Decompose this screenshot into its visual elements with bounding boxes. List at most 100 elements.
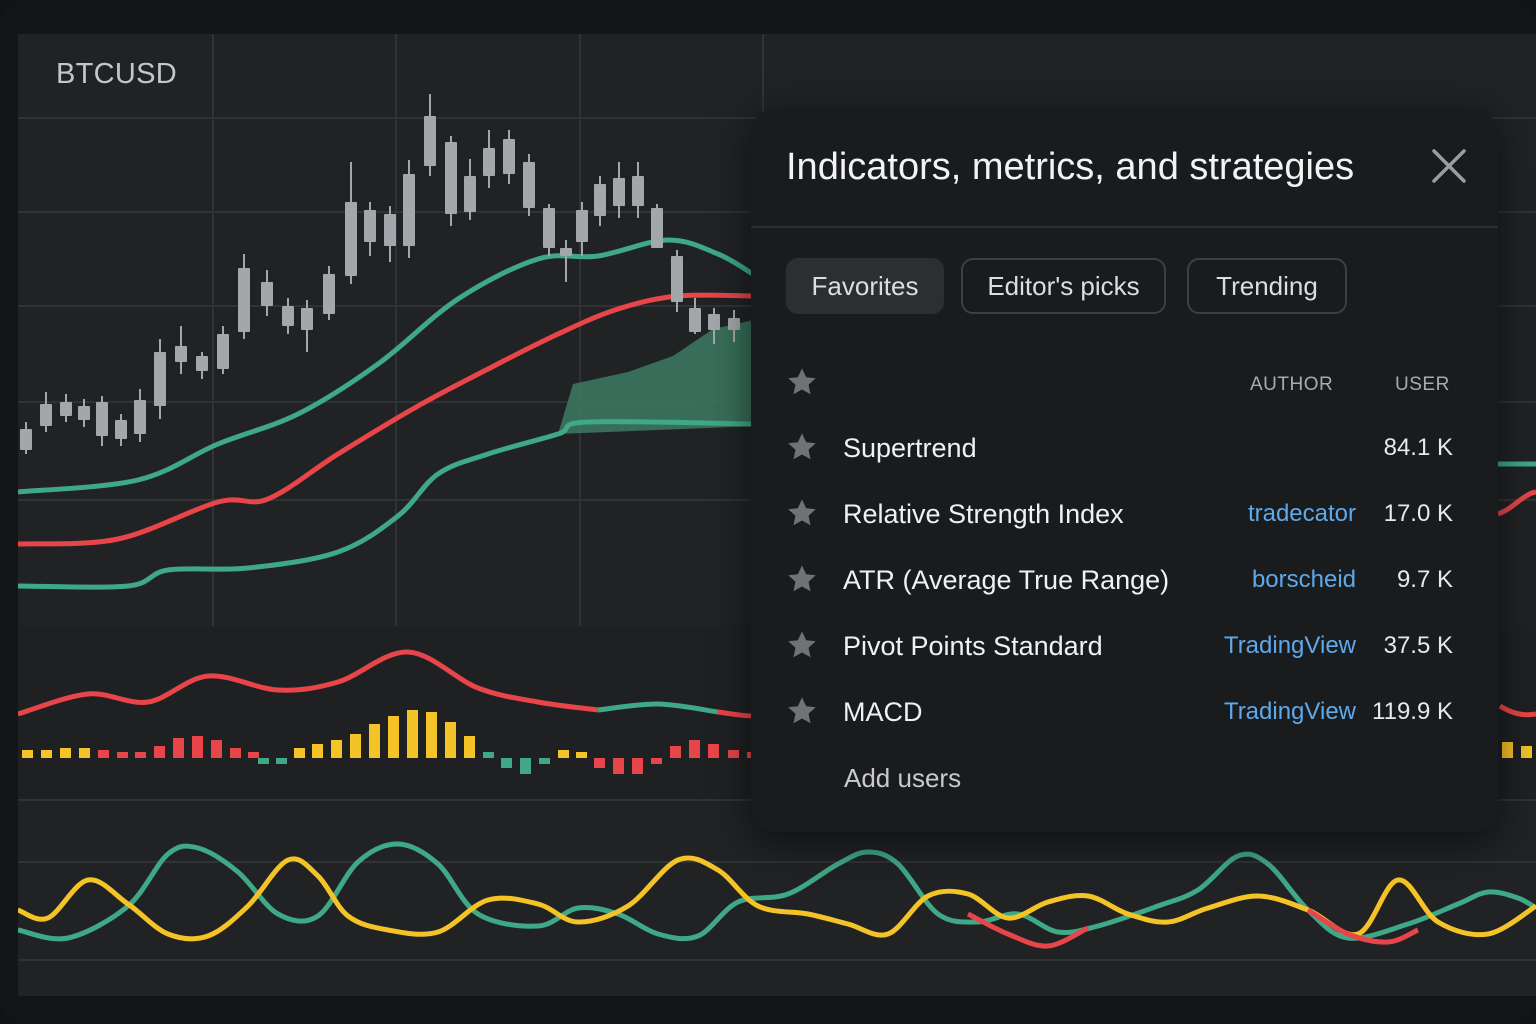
candle-body bbox=[483, 148, 495, 176]
star-icon[interactable] bbox=[786, 366, 818, 398]
indicator-name: Supertrend bbox=[843, 433, 977, 463]
macd-histogram-bar bbox=[388, 716, 399, 758]
star-icon[interactable] bbox=[786, 695, 818, 727]
candlesticks bbox=[20, 94, 740, 454]
macd-histogram-bar bbox=[426, 712, 437, 758]
macd-histogram-bar bbox=[539, 758, 550, 764]
macd-histogram-bar bbox=[689, 740, 700, 758]
close-button[interactable] bbox=[1427, 144, 1471, 188]
candle-body bbox=[708, 314, 720, 330]
macd-histogram-bar bbox=[230, 748, 241, 758]
candle-body bbox=[671, 256, 683, 302]
macd-histogram-bar bbox=[41, 750, 52, 758]
indicator-row-supertrend[interactable]: Supertrend 84.1 K bbox=[751, 419, 1498, 479]
macd-histogram-bar bbox=[312, 744, 323, 758]
macd-signal-line-red bbox=[717, 709, 754, 719]
candle-body bbox=[60, 402, 72, 416]
indicator-name: Relative Strength Index bbox=[843, 499, 1124, 529]
candle-body bbox=[134, 400, 146, 434]
indicator-row-atr[interactable]: ATR (Average True Range) borscheid 9.7 K bbox=[751, 551, 1498, 611]
tab-favorites[interactable]: Favorites bbox=[786, 258, 944, 314]
divider bbox=[751, 226, 1498, 228]
indicator-users: 37.5 K bbox=[1383, 632, 1453, 659]
candle-body bbox=[78, 406, 90, 420]
macd-histogram-bar bbox=[670, 746, 681, 758]
macd-histogram-bar bbox=[520, 758, 531, 774]
candle-body bbox=[594, 184, 606, 216]
add-users-link[interactable]: Add users bbox=[844, 763, 962, 793]
indicator-users: 9.7 K bbox=[1396, 566, 1453, 593]
candle-body bbox=[543, 208, 555, 248]
tab-editors-picks[interactable]: Editor's picks bbox=[961, 258, 1166, 314]
star-icon[interactable] bbox=[786, 431, 818, 463]
macd-histogram-bar bbox=[350, 734, 361, 758]
indicator-row-macd[interactable]: MACD TradingView 119.9 K bbox=[751, 683, 1498, 743]
candle-body bbox=[196, 356, 208, 371]
candle-body bbox=[261, 282, 273, 306]
moving-average-lines bbox=[18, 237, 1536, 590]
macd-histogram-bar bbox=[558, 750, 569, 758]
macd-histogram-bar bbox=[728, 750, 739, 758]
oscillator-line-green bbox=[18, 841, 1536, 942]
column-header-author: AUTHOR bbox=[1250, 374, 1334, 395]
candle-body bbox=[282, 306, 294, 326]
oscillator-line-red bbox=[1306, 907, 1420, 945]
indicator-users: 84.1 K bbox=[1383, 434, 1453, 461]
oscillator-line-red bbox=[966, 911, 1090, 949]
upper-band-line bbox=[18, 237, 755, 495]
macd-histogram-bar bbox=[248, 752, 259, 758]
tab-trending[interactable]: Trending bbox=[1187, 258, 1347, 314]
candle-body bbox=[115, 420, 127, 439]
indicator-row-rsi[interactable]: Relative Strength Index tradecator 17.0 … bbox=[751, 485, 1498, 545]
star-icon[interactable] bbox=[786, 497, 818, 529]
macd-histogram-bar bbox=[331, 740, 342, 758]
macd-histogram-bar bbox=[613, 758, 624, 774]
indicators-dialog: Indicators, metrics, and strategies Favo… bbox=[751, 108, 1498, 832]
candle-body bbox=[464, 176, 476, 212]
macd-histogram-bar bbox=[464, 736, 475, 758]
macd-histogram-bar bbox=[135, 752, 146, 758]
macd-histogram-bar bbox=[173, 738, 184, 758]
macd-histogram-bar bbox=[369, 724, 380, 758]
dialog-title: Indicators, metrics, and strategies bbox=[786, 146, 1355, 188]
candle-body bbox=[175, 346, 187, 362]
candle-body bbox=[632, 176, 644, 206]
middle-band-line bbox=[18, 292, 754, 547]
macd-histogram-bar bbox=[632, 758, 643, 774]
symbol-label: BTCUSD bbox=[56, 58, 178, 90]
candle-body bbox=[384, 214, 396, 246]
macd-pane bbox=[18, 649, 1536, 774]
macd-histogram-bar bbox=[501, 758, 512, 768]
indicator-author[interactable]: borscheid bbox=[1251, 566, 1356, 593]
macd-histogram-bar bbox=[1521, 746, 1532, 758]
indicator-row-pivot-points[interactable]: Pivot Points Standard TradingView 37.5 K bbox=[751, 617, 1498, 677]
candle-body bbox=[523, 162, 535, 208]
star-icon[interactable] bbox=[786, 629, 818, 661]
column-header-user: USER bbox=[1395, 374, 1450, 395]
indicator-author[interactable]: tradecator bbox=[1247, 500, 1356, 527]
macd-histogram-bar bbox=[276, 758, 287, 764]
indicator-author[interactable]: TradingView bbox=[1223, 698, 1356, 725]
candle-body bbox=[613, 178, 625, 206]
star-icon[interactable] bbox=[786, 563, 818, 595]
candle-body bbox=[238, 268, 250, 332]
macd-histogram-bar bbox=[407, 710, 418, 758]
candle-body bbox=[728, 318, 740, 330]
oscillator-pane bbox=[18, 841, 1536, 949]
macd-histogram-bar bbox=[594, 758, 605, 768]
macd-histogram-bar bbox=[651, 758, 662, 764]
candle-body bbox=[154, 352, 166, 406]
candle-body bbox=[576, 210, 588, 242]
candle-body bbox=[345, 202, 357, 276]
macd-histogram-bar bbox=[211, 740, 222, 758]
macd-histogram-bar bbox=[483, 752, 494, 758]
macd-histogram-bar bbox=[258, 758, 269, 764]
indicator-users: 17.0 K bbox=[1383, 500, 1453, 527]
indicator-name: Pivot Points Standard bbox=[843, 631, 1103, 661]
indicator-author[interactable]: TradingView bbox=[1223, 632, 1356, 659]
indicator-name: ATR (Average True Range) bbox=[843, 565, 1170, 595]
candle-body bbox=[445, 142, 457, 214]
macd-histogram-bar bbox=[708, 744, 719, 758]
candle-body bbox=[424, 116, 436, 166]
